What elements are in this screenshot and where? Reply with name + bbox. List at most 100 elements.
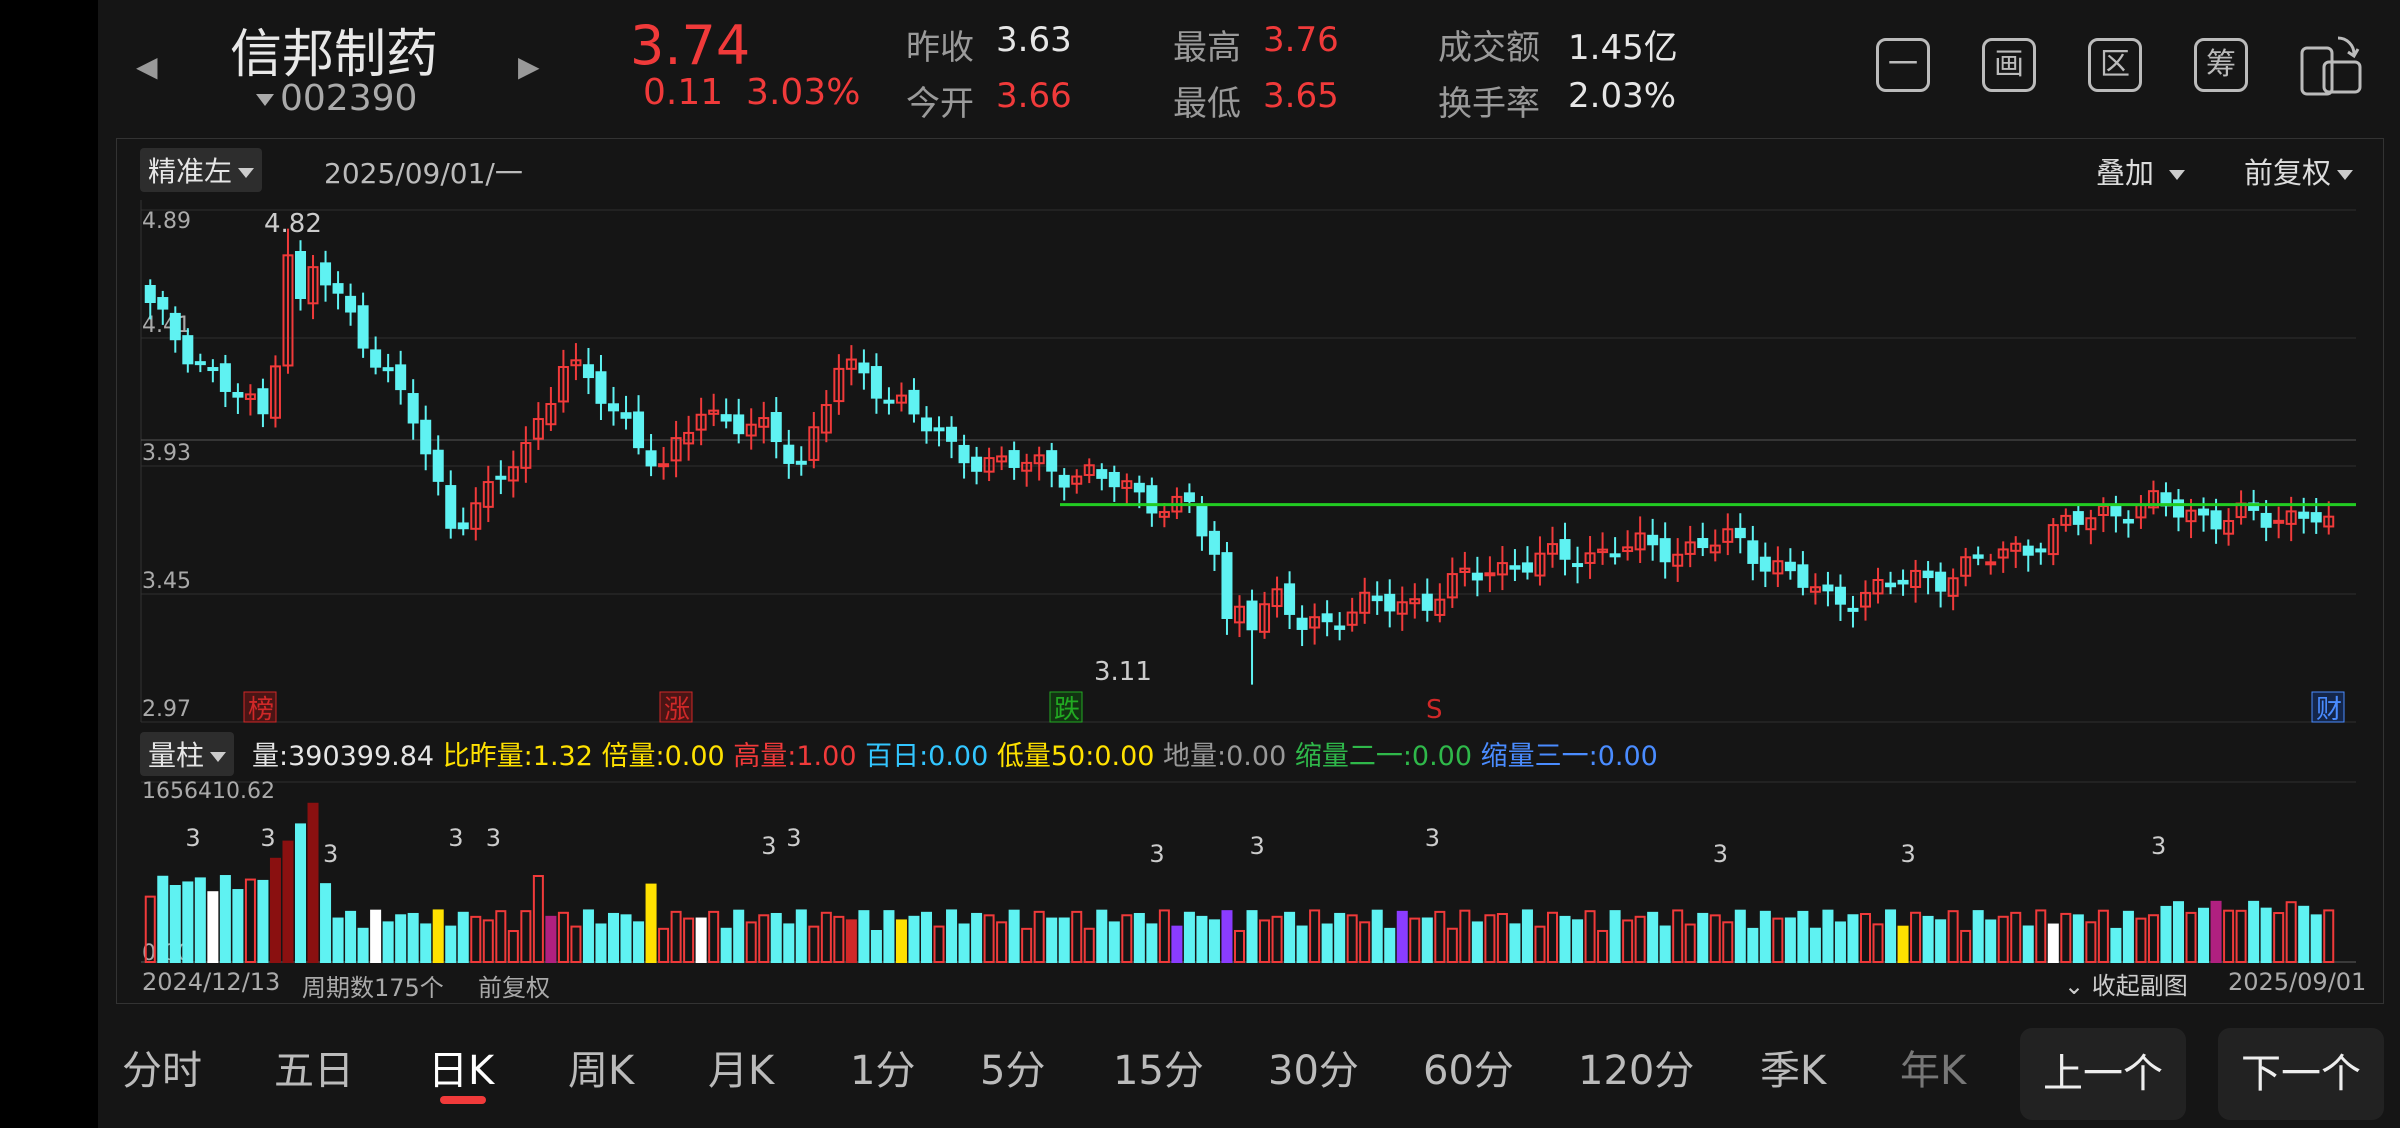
chips-icon[interactable]: 筹 xyxy=(2194,38,2248,92)
candle-body xyxy=(795,460,807,465)
candle-body xyxy=(407,393,419,424)
tab-monthly-k[interactable]: 月K xyxy=(708,1048,775,1094)
volume-indicator-dropdown[interactable]: 量柱 xyxy=(140,732,235,776)
volume-bar xyxy=(1309,909,1321,964)
candle-body xyxy=(1960,556,1972,577)
volume-bar xyxy=(2260,907,2272,964)
volume-bar xyxy=(1121,914,1133,963)
candle-body xyxy=(758,417,770,428)
adjust-dropdown[interactable]: 前复权 xyxy=(2244,150,2354,192)
candle-body xyxy=(1784,561,1796,572)
volume-bar xyxy=(933,925,945,964)
tab-1min[interactable]: 1分 xyxy=(850,1048,916,1094)
candle-body xyxy=(908,389,920,415)
stock-code[interactable]: 002390 xyxy=(256,78,417,119)
candle-body xyxy=(658,463,670,468)
adjust-info: 前复权 xyxy=(478,974,550,1002)
volume-bar xyxy=(708,910,720,963)
volume-bar xyxy=(1947,910,1959,964)
volume-bar xyxy=(1033,910,1045,964)
tab-five-day[interactable]: 五日 xyxy=(274,1048,354,1094)
next-stock-button[interactable]: 下一个 xyxy=(2218,1028,2384,1120)
volume-bar xyxy=(1271,915,1283,963)
candle-body xyxy=(507,466,519,482)
volume-bar xyxy=(1346,914,1358,963)
candle-body xyxy=(1622,546,1634,553)
price-change: 0.11 3.03% xyxy=(643,72,861,113)
volume-bar xyxy=(1647,911,1659,963)
candle-body xyxy=(1046,450,1058,472)
volume-mark-label: 3 xyxy=(323,840,338,868)
tab-weekly-k[interactable]: 周K xyxy=(568,1048,635,1094)
volume-bar xyxy=(520,910,532,964)
tab-30min[interactable]: 30分 xyxy=(1268,1048,1359,1094)
candle-body xyxy=(1910,569,1922,588)
high-value: 3.76 xyxy=(1263,20,1339,60)
volume-bar xyxy=(2022,925,2034,963)
volume-bar xyxy=(1935,919,1947,963)
candle-body xyxy=(770,412,782,443)
volume-bar xyxy=(1559,915,1571,963)
candle-body xyxy=(933,427,945,432)
candle-body xyxy=(620,412,632,419)
tab-intraday[interactable]: 分时 xyxy=(122,1048,202,1094)
tab-15min[interactable]: 15分 xyxy=(1113,1048,1204,1094)
volume-bar xyxy=(445,925,457,963)
candle-body xyxy=(345,295,357,313)
tab-120min[interactable]: 120分 xyxy=(1578,1048,1695,1094)
single-chart-icon[interactable]: 一 xyxy=(1876,38,1930,92)
kline-chart-panel[interactable] xyxy=(116,138,2384,1004)
volume-bar xyxy=(357,927,369,963)
rotate-screen-icon[interactable] xyxy=(2298,34,2364,102)
volume-bar xyxy=(2097,909,2109,964)
candle-body xyxy=(257,388,269,415)
tab-daily-k[interactable]: 日K xyxy=(428,1048,495,1094)
candle-body xyxy=(557,366,569,403)
next-stock-arrow-icon[interactable]: ▶ xyxy=(518,50,540,83)
volume-bar xyxy=(758,914,770,963)
candle-body xyxy=(1421,593,1433,611)
volume-indicator-values: 量:390399.84 比昨量:1.32 倍量:0.00 高量:1.00 百日:… xyxy=(252,734,1658,773)
volume-bar xyxy=(1834,921,1846,963)
volume-max-label: 1656410.62 xyxy=(142,779,275,804)
candle-body xyxy=(1409,598,1421,605)
overlay-dropdown[interactable]: 叠加 xyxy=(2096,150,2186,192)
tab-60min[interactable]: 60分 xyxy=(1423,1048,1514,1094)
candle-body xyxy=(1158,511,1170,518)
candle-body xyxy=(2047,524,2059,556)
volume-bar xyxy=(2198,907,2210,963)
candle-body xyxy=(1121,480,1133,489)
candle-body xyxy=(683,431,695,445)
candle-body xyxy=(307,266,319,305)
volume-bar xyxy=(2248,900,2260,964)
volume-bar xyxy=(1521,909,1533,963)
prev-close-label: 昨收 xyxy=(906,28,974,68)
candle-body xyxy=(946,426,958,442)
volume-mark-label: 3 xyxy=(1713,840,1728,868)
kline-svg[interactable]: 4.894.413.933.452.974.823.11榜涨跌 S 财1656410… xyxy=(98,0,2400,1010)
candle-body xyxy=(695,413,707,431)
candle-body xyxy=(1509,565,1521,570)
volume-bar xyxy=(1409,917,1421,964)
range-icon[interactable]: 区 xyxy=(2088,38,2142,92)
volume-bar xyxy=(382,921,394,964)
chart-date: 2025/09/01/一 xyxy=(324,157,523,190)
volume-bar xyxy=(770,912,782,963)
candle-body xyxy=(983,457,995,473)
stock-name[interactable]: 信邦制药 xyxy=(230,25,439,85)
tab-yearly-k[interactable]: 年K xyxy=(1900,1048,1967,1094)
candle-body xyxy=(1108,471,1120,488)
tab-quarterly-k[interactable]: 季K xyxy=(1760,1048,1827,1094)
volume-bar xyxy=(495,910,507,963)
candle-body xyxy=(219,363,231,392)
volume-mark-label: 3 xyxy=(448,824,463,852)
collapse-subchart-button[interactable]: ⌄ 收起副图 xyxy=(2064,972,2188,1000)
event-marker-label: 跌 xyxy=(1054,695,1080,725)
crosshair-mode-dropdown[interactable]: 精准左 xyxy=(140,148,263,192)
volume-bar xyxy=(257,879,269,963)
candle-body xyxy=(244,393,256,400)
tab-5min[interactable]: 5分 xyxy=(980,1048,1046,1094)
draw-icon[interactable]: 画 xyxy=(1982,38,2036,92)
prev-stock-arrow-icon[interactable]: ◀ xyxy=(136,50,158,83)
prev-stock-button[interactable]: 上一个 xyxy=(2020,1028,2186,1120)
